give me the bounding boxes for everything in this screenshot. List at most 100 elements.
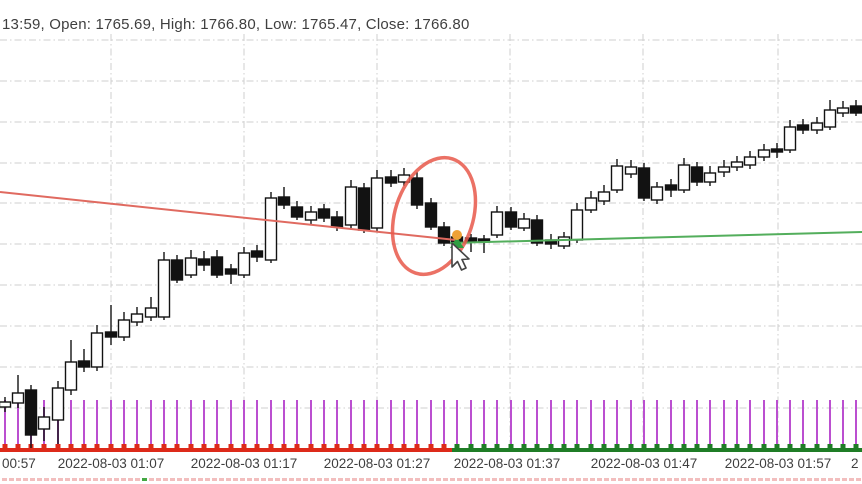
bottom-tick [555, 478, 560, 481]
bottom-tick [457, 478, 462, 481]
bottom-tick [632, 478, 637, 481]
bottom-tick [639, 478, 644, 481]
bull-candle [157, 252, 171, 320]
baseline-tick [161, 444, 167, 448]
bottom-tick [527, 478, 532, 481]
baseline-tick [268, 444, 274, 448]
bottom-tick [219, 478, 224, 481]
bottom-tick [135, 478, 140, 481]
bottom-tick [779, 478, 784, 481]
baseline-tick [228, 444, 234, 448]
bottom-tick [723, 478, 728, 481]
bottom-tick [499, 478, 504, 481]
bottom-tick [534, 478, 539, 481]
bear-candle [664, 179, 678, 197]
bear-candle [290, 201, 304, 220]
baseline-tick [361, 444, 367, 448]
bottom-tick [184, 478, 189, 481]
baseline-red-segment [0, 448, 452, 452]
x-axis-label: 2022-08-03 01:57 [725, 456, 832, 471]
bottom-tick [716, 478, 721, 481]
mouse-cursor-icon [451, 242, 470, 271]
bottom-tick [79, 478, 84, 481]
bottom-tick [303, 478, 308, 481]
baseline-tick [588, 444, 594, 448]
bear-candle [544, 234, 558, 249]
volume-baseline [0, 444, 862, 452]
bear-candle [317, 204, 331, 222]
bottom-tick [800, 478, 805, 481]
baseline-green-segment [452, 448, 862, 452]
baseline-tick [534, 444, 540, 448]
bottom-tick [16, 478, 21, 481]
bottom-tick [289, 478, 294, 481]
baseline-tick [814, 444, 820, 448]
bottom-tick [730, 478, 735, 481]
bottom-tick [520, 478, 525, 481]
baseline-tick [201, 444, 207, 448]
baseline-tick [641, 444, 647, 448]
baseline-tick [721, 444, 727, 448]
bottom-tick [373, 478, 378, 481]
baseline-tick [747, 444, 753, 448]
bottom-tick [429, 478, 434, 481]
bull-candle [570, 203, 584, 243]
bear-candle [170, 255, 184, 283]
bottom-tick [807, 478, 812, 481]
bull-candle [237, 247, 251, 278]
bear-candle [504, 207, 518, 230]
bottom-tick [646, 478, 651, 481]
baseline-tick [521, 444, 527, 448]
baseline-tick [774, 444, 780, 448]
bottom-tick [44, 478, 49, 481]
red-trendline[interactable] [0, 191, 457, 241]
bull-candle [610, 159, 624, 193]
bull-candle [677, 158, 691, 193]
bull-candle [836, 101, 850, 117]
bear-candle [410, 172, 424, 209]
bottom-tick [198, 478, 203, 481]
bull-candle [11, 375, 25, 408]
baseline-tick [81, 444, 87, 448]
bear-candle [384, 170, 398, 187]
bottom-tick [695, 478, 700, 481]
bear-candle [849, 100, 862, 116]
bottom-tick [492, 478, 497, 481]
baseline-tick [108, 444, 114, 448]
bottom-tick [366, 478, 371, 481]
baseline-tick [468, 444, 474, 448]
bottom-tick [387, 478, 392, 481]
bottom-tick [597, 478, 602, 481]
bull-candle [823, 100, 837, 130]
baseline-tick [428, 444, 434, 448]
bear-candle [224, 264, 238, 284]
bottom-tick [611, 478, 616, 481]
bottom-tick [856, 478, 861, 481]
bottom-tick [604, 478, 609, 481]
green-trendline[interactable] [449, 231, 862, 244]
baseline-tick [134, 444, 140, 448]
bottom-tick [93, 478, 98, 481]
bull-candle [264, 192, 278, 263]
bottom-tick [835, 478, 840, 481]
bottom-tick [282, 478, 287, 481]
bottom-tick [177, 478, 182, 481]
bottom-tick [72, 478, 77, 481]
baseline-tick [548, 444, 554, 448]
baseline-tick [414, 444, 420, 448]
baseline-tick [148, 444, 154, 448]
bull-candle [624, 160, 638, 178]
bull-candle [650, 182, 664, 204]
bull-candle [783, 120, 797, 153]
baseline-tick [508, 444, 514, 448]
bottom-tick [478, 478, 483, 481]
baseline-tick [668, 444, 674, 448]
bottom-tick [653, 478, 658, 481]
bull-candle [703, 166, 717, 186]
bear-candle [637, 163, 651, 201]
highlight-ellipse-annotation[interactable] [378, 147, 489, 285]
bottom-tick [758, 478, 763, 481]
baseline-tick [681, 444, 687, 448]
bottom-tick [37, 478, 42, 481]
